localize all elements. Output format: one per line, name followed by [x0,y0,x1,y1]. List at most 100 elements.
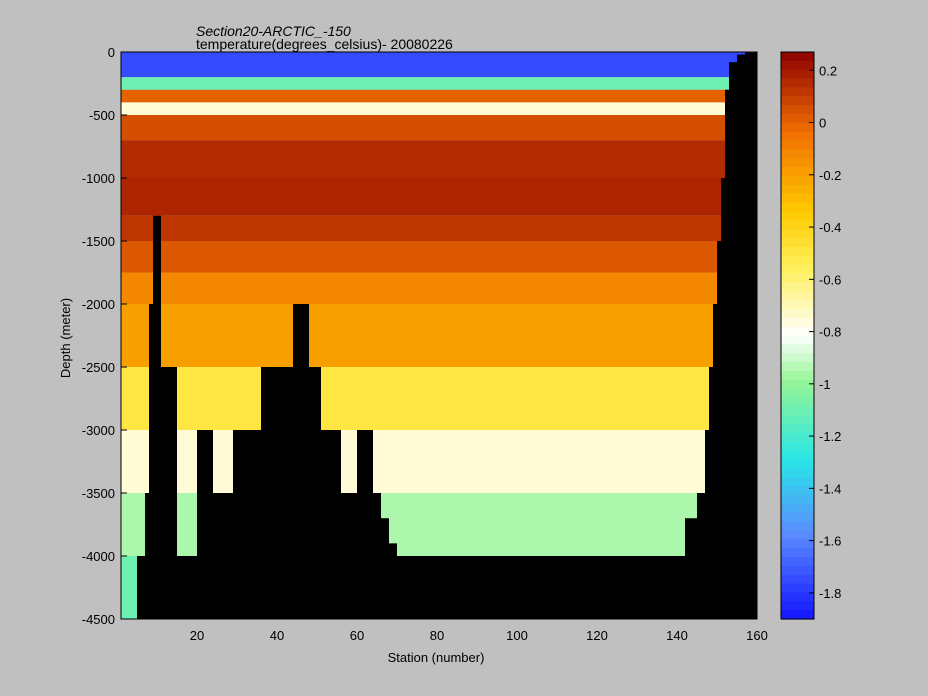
colorbar-tick-label: 0 [819,116,826,131]
plot-frame [120,51,758,620]
colorbar-band [781,494,814,505]
colorbar-band [781,300,814,310]
y-tick-label: -4000 [82,549,115,564]
x-tick-label: 20 [190,628,204,643]
colorbar-band [781,140,814,151]
colorbar-band [781,486,814,496]
colorbar-band [781,406,814,416]
colorbar-band [781,548,814,558]
colorbar-band [781,184,814,195]
colorbar-band [781,415,814,425]
colorbar-band [781,503,814,514]
colorbar-band [781,60,814,71]
colorbar-band [781,583,814,594]
x-axis: 20 40 60 80 100 120 140 160 [190,613,768,643]
colorbar-band [781,255,814,266]
colorbar-band [781,273,814,283]
y-tick-label: -1000 [82,171,115,186]
seafloor-bathymetry [121,52,757,619]
colorbar-band [781,459,814,469]
colorbar-band [781,601,814,611]
colorbar-band [781,238,814,248]
colorbar-ticks: 0.2 0 -0.2 -0.4 -0.6 -0.8 -1 -1.2 -1.4 -1.6 -1.8 [809,63,841,601]
y-axis: 0 -500 -1000 -1500 -2000 -2500 -3000 -3500 -4000… [82,45,127,627]
heatmap-layer [121,367,757,430]
colorbar-band [781,432,814,443]
colorbar-band [781,556,814,567]
colorbar-gradient [781,52,814,620]
colorbar-band [781,539,814,549]
heatmap-layer [121,89,757,103]
colorbar-frame [780,51,815,620]
colorbar-band [781,220,814,230]
colorbar-band [781,52,814,62]
colorbar-tick-label: -1.4 [819,481,841,496]
colorbar-band [781,565,814,576]
colorbar-band [781,78,814,89]
colorbar-band [781,149,814,159]
x-axis-label: Station (number) [388,650,485,665]
heatmap-layer [121,430,757,493]
heatmap-layer [121,178,757,216]
colorbar-band [781,370,814,381]
heatmap-layer [121,115,757,141]
y-tick-label: -4500 [82,612,115,627]
heatmap-layer [121,77,757,90]
colorbar-band [781,105,814,115]
y-tick-label: -1500 [82,234,115,249]
colorbar-band [781,344,814,354]
colorbar-tick-label: -0.6 [819,272,841,287]
colorbar-band [781,388,814,399]
colorbar-band [781,468,814,478]
colorbar-band [781,574,814,585]
colorbar-tick-label: -1.6 [819,534,841,549]
heatmap-layer [121,215,757,241]
y-tick-label: -3000 [82,423,115,438]
colorbar-band [781,335,814,345]
colorbar-band [781,379,814,390]
colorbar-tick-label: 0.2 [819,63,837,78]
colorbar-band [781,176,814,186]
colorbar-band [781,521,814,532]
colorbar-band [781,264,814,275]
x-tick-label: 120 [586,628,608,643]
heatmap-plot-area [120,51,758,620]
x-tick-label: 140 [666,628,688,643]
colorbar-band [781,317,814,328]
x-tick-label: 160 [746,628,768,643]
colorbar-band [781,158,814,168]
colorbar-band [781,131,814,142]
colorbar-band [781,353,814,363]
colorbar-band [781,530,814,540]
colorbar-tick-label: -0.4 [819,220,841,235]
colorbar-band [781,424,814,434]
y-axis-label: Depth (meter) [58,298,73,378]
x-tick-label: 60 [350,628,364,643]
colorbar-band [781,477,814,487]
y-tick-label: 0 [108,45,115,60]
colorbar: 0.2 0 -0.2 -0.4 -0.6 -0.8 -1 -1.2 -1.4 -1.6 -1.8 [780,51,841,620]
colorbar-band [781,512,814,523]
x-tick-label: 80 [430,628,444,643]
x-tick-label: 40 [270,628,284,643]
y-tick-label: -2500 [82,360,115,375]
heatmap-layer [121,52,757,78]
heatmap-layer [121,140,757,178]
chart-subtitle: temperature(degrees_celsius)- 20080226 [196,36,453,52]
colorbar-tick-label: -1.2 [819,429,841,444]
heatmap-layer [121,102,757,115]
heatmap-layer [121,304,757,367]
colorbar-tick-label: -0.2 [819,168,841,183]
colorbar-band [781,202,814,213]
y-tick-label: -2000 [82,297,115,312]
colorbar-band [781,397,814,407]
colorbar-band [781,167,814,177]
colorbar-band [781,282,814,292]
colorbar-band [781,308,814,319]
colorbar-tick-label: -1 [819,377,831,392]
colorbar-band [781,211,814,221]
colorbar-band [781,114,814,124]
colorbar-tick-label: -1.8 [819,586,841,601]
colorbar-band [781,229,814,239]
colorbar-band [781,96,814,106]
